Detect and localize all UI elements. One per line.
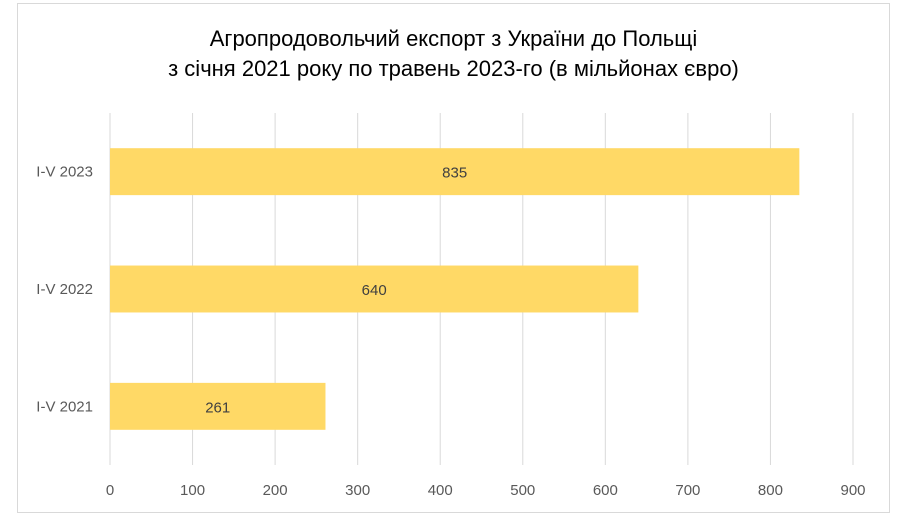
x-tick-label: 500 xyxy=(510,482,535,499)
chart-title-line-2: з січня 2021 року по травень 2023-го (в … xyxy=(168,56,739,81)
data-label: 261 xyxy=(205,399,230,416)
category-label: I-V 2023 xyxy=(36,164,93,181)
x-tick-label: 300 xyxy=(345,482,370,499)
bar-i-v-2021 xyxy=(110,382,326,430)
data-label: 640 xyxy=(362,282,387,299)
x-tick-label: 0 xyxy=(106,482,114,499)
bar-i-v-2022 xyxy=(110,265,639,313)
category-label: I-V 2021 xyxy=(36,398,93,415)
data-label: 835 xyxy=(442,165,467,182)
bar-i-v-2023 xyxy=(110,148,800,196)
x-tick-label: 600 xyxy=(593,482,618,499)
x-tick-label: 400 xyxy=(428,482,453,499)
category-label: I-V 2022 xyxy=(36,281,93,298)
chart-title-line-1: Агропродовольчий експорт з України до По… xyxy=(209,26,698,51)
x-tick-label: 200 xyxy=(263,482,288,499)
x-tick-label: 900 xyxy=(840,482,865,499)
chart-title: Агропродовольчий експорт з України до По… xyxy=(17,24,890,84)
x-tick-label: 100 xyxy=(180,482,205,499)
x-tick-label: 700 xyxy=(675,482,700,499)
x-tick-label: 800 xyxy=(758,482,783,499)
